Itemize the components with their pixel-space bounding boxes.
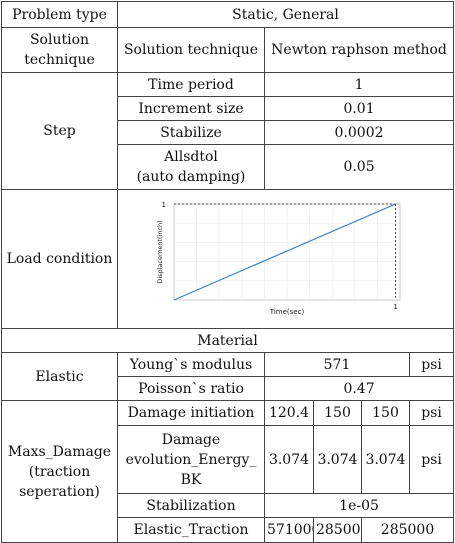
row-stabilization: Stabilization 1e-05 [2, 493, 455, 518]
y-axis-label: Displacement(inch) [156, 220, 164, 283]
damage-evolution-value-1: 3.074 [264, 425, 314, 494]
row-load-condition: Load condition 1 1 Time(sec) Displacement(i… [1, 189, 455, 329]
damage-initiation-value-1: 120.4 [264, 400, 314, 426]
solution-technique-value: Newton raphson method [263, 27, 455, 73]
damage-evolution-unit: psi [408, 425, 455, 494]
stabilization-label: Stabilization [117, 493, 265, 518]
increment-size-label: Increment size [117, 96, 265, 121]
elastic-label: Elastic [1, 352, 118, 401]
allsdtol-label: Allsdtol (auto damping) [117, 144, 265, 190]
time-period-value: 1 [263, 72, 455, 97]
y-tick-label: 1 [161, 201, 165, 209]
stabilization-value: 1e-05 [263, 493, 455, 518]
poissons-ratio-label: Poisson`s ratio [117, 376, 265, 401]
damage-evolution-label: Damage evolution_Energy_ BK [117, 425, 265, 494]
row-damage-evolution: Damage evolution_Energy_ BK 3.074 3.074 3.… [2, 425, 455, 494]
damage-evolution-value-3: 3.074 [361, 425, 410, 494]
elastic-traction-label: Elastic_Traction [117, 517, 265, 543]
youngs-modulus-label: Young`s modulus [117, 352, 265, 377]
maxs-damage-label: Maxs_Damage (traction seperation) [1, 400, 118, 543]
row-problem-type: Problem type Static, General [1, 1, 455, 28]
solution-technique-label: Solution technique [1, 27, 118, 73]
damage-initiation-value-2: 150 [313, 400, 362, 426]
damage-initiation-unit: psi [408, 400, 455, 426]
youngs-modulus-unit: psi [408, 352, 455, 377]
series-line-displacement [173, 203, 396, 301]
load-condition-label: Load condition [1, 189, 118, 329]
time-period-label: Time period [117, 72, 265, 97]
elastic-traction-value-2: 285000 [313, 517, 362, 543]
row-time-period: Step Time period 1 [1, 72, 455, 190]
step-label: Step [1, 72, 118, 190]
youngs-modulus-value: 571 [264, 352, 410, 377]
row-increment-size: Increment size 0.01 [2, 96, 455, 121]
problem-type-label: Problem type [1, 1, 118, 28]
increment-size-value: 0.01 [263, 96, 455, 121]
damage-evolution-value-2: 3.074 [313, 425, 362, 494]
material-title: Material [0, 328, 455, 353]
elastic-traction-value-1: 571000 [264, 517, 314, 543]
problem-type-value: Static, General [116, 1, 455, 28]
row-material-title: Material [0, 328, 455, 353]
row-allsdtol: Allsdtol (auto damping) 0.05 [2, 144, 455, 190]
stabilize-label: Stabilize [117, 120, 265, 145]
row-stabilize: Stabilize 0.0002 [2, 120, 455, 145]
solution-technique-sublabel: Solution technique [117, 27, 265, 73]
row-solution-technique: Solution technique Solution technique New… [1, 27, 455, 73]
x-tick-label: 1 [393, 303, 397, 311]
row-poissons-ratio: Poisson`s ratio 0.47 [2, 376, 455, 401]
load-curve-chart: 1 1 Time(sec) Displacement(inch) [156, 201, 400, 316]
elastic-traction-value-3: 285000 [360, 517, 455, 543]
allsdtol-value: 0.05 [263, 144, 455, 190]
poissons-ratio-value: 0.47 [263, 376, 455, 401]
stabilize-value: 0.0002 [263, 120, 455, 145]
x-axis-label: Time(sec) [268, 308, 304, 316]
row-youngs-modulus: Elastic Young`s modulus 571 psi [1, 352, 455, 401]
damage-initiation-label: Damage initiation [117, 400, 265, 426]
load-condition-chart-cell: 1 1 Time(sec) Displacement(inch) [116, 189, 455, 329]
row-damage-initiation: Maxs_Damage (traction seperation) Damage i… [1, 400, 455, 543]
damage-initiation-value-3: 150 [361, 400, 410, 426]
